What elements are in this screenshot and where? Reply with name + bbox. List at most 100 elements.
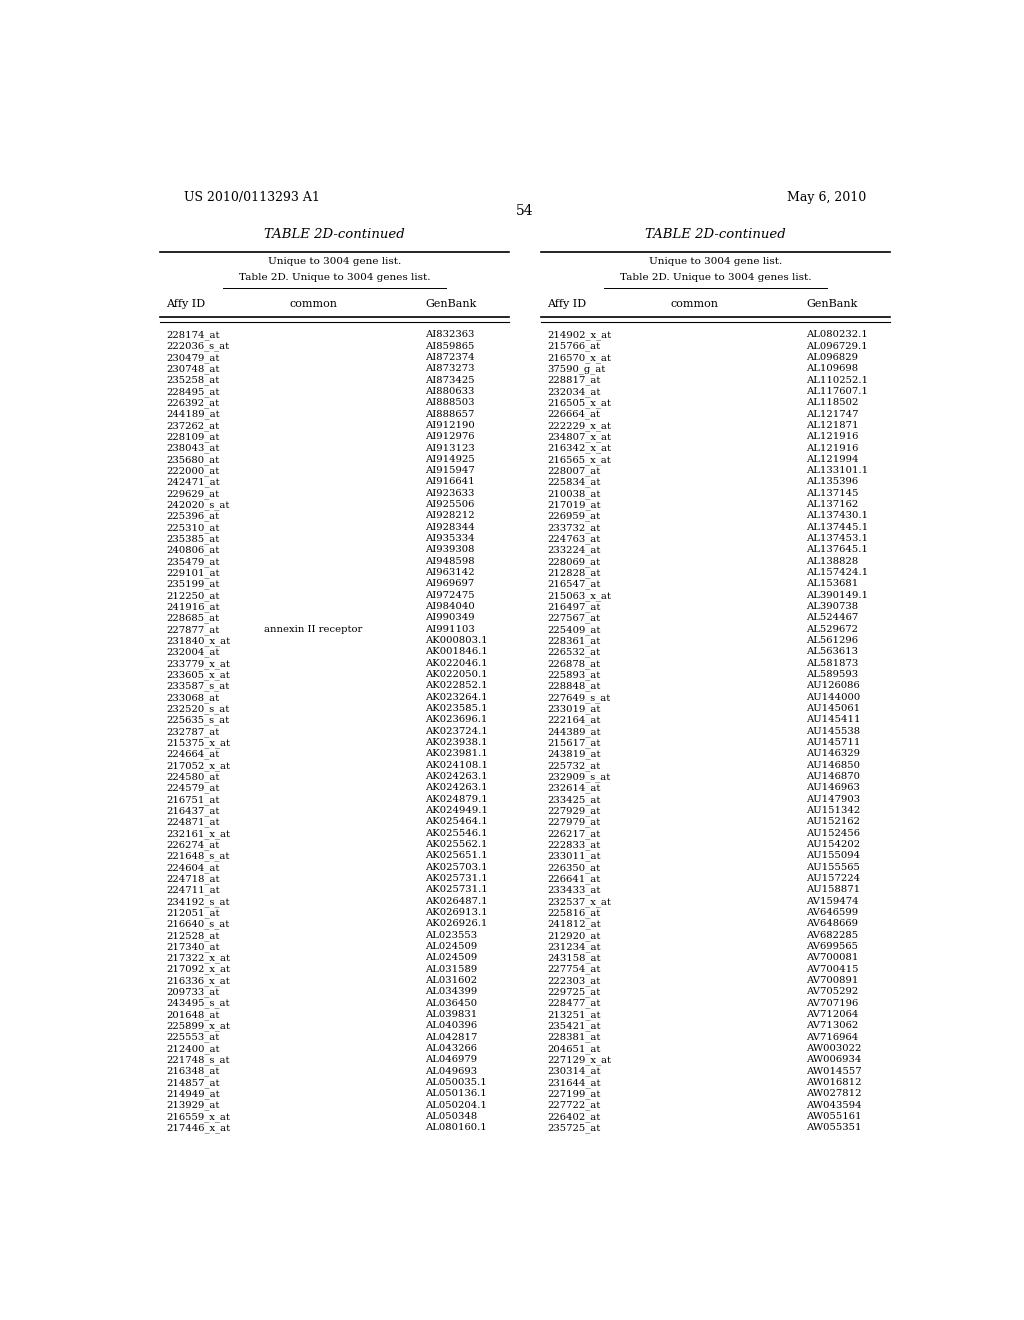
Text: 231840_x_at: 231840_x_at xyxy=(166,636,230,645)
Text: 233224_at: 233224_at xyxy=(547,545,600,556)
Text: AL589593: AL589593 xyxy=(806,671,858,680)
Text: AK000803.1: AK000803.1 xyxy=(425,636,487,645)
Text: 233425_at: 233425_at xyxy=(547,795,600,804)
Text: 235680_at: 235680_at xyxy=(166,455,219,465)
Text: 228174_at: 228174_at xyxy=(166,330,219,339)
Text: AK024879.1: AK024879.1 xyxy=(425,795,487,804)
Text: 222303_at: 222303_at xyxy=(547,977,600,986)
Text: common: common xyxy=(671,298,718,309)
Text: 216497_at: 216497_at xyxy=(547,602,600,612)
Text: 221648_s_at: 221648_s_at xyxy=(166,851,229,861)
Text: 232614_at: 232614_at xyxy=(547,784,600,793)
Text: AU126086: AU126086 xyxy=(806,681,860,690)
Text: AU144000: AU144000 xyxy=(806,693,860,702)
Text: AW014557: AW014557 xyxy=(806,1067,861,1076)
Text: AL137145: AL137145 xyxy=(806,488,858,498)
Text: 216547_at: 216547_at xyxy=(547,579,600,589)
Text: AL121871: AL121871 xyxy=(806,421,858,430)
Text: 225893_at: 225893_at xyxy=(547,671,600,680)
Text: AI915947: AI915947 xyxy=(425,466,475,475)
Text: 241812_at: 241812_at xyxy=(547,920,601,929)
Text: 227754_at: 227754_at xyxy=(547,965,600,974)
Text: 225899_x_at: 225899_x_at xyxy=(166,1022,230,1031)
Text: 216505_x_at: 216505_x_at xyxy=(547,399,611,408)
Text: AV716964: AV716964 xyxy=(806,1032,858,1041)
Text: AI913123: AI913123 xyxy=(425,444,475,453)
Text: 235385_at: 235385_at xyxy=(166,535,219,544)
Text: AL563613: AL563613 xyxy=(806,648,858,656)
Text: AL039831: AL039831 xyxy=(425,1010,477,1019)
Text: AK023938.1: AK023938.1 xyxy=(425,738,487,747)
Text: 216348_at: 216348_at xyxy=(166,1067,219,1077)
Text: AL529672: AL529672 xyxy=(806,624,858,634)
Text: AL024509: AL024509 xyxy=(425,953,477,962)
Text: 212828_at: 212828_at xyxy=(547,568,600,578)
Text: 217052_x_at: 217052_x_at xyxy=(166,760,230,771)
Text: AI928212: AI928212 xyxy=(425,511,475,520)
Text: AK026926.1: AK026926.1 xyxy=(425,920,487,928)
Text: AI991103: AI991103 xyxy=(425,624,475,634)
Text: AI880633: AI880633 xyxy=(425,387,474,396)
Text: 228685_at: 228685_at xyxy=(166,614,219,623)
Text: 237262_at: 237262_at xyxy=(166,421,219,430)
Text: TABLE 2D-continued: TABLE 2D-continued xyxy=(645,227,785,240)
Text: AI914925: AI914925 xyxy=(425,455,475,463)
Text: AU155565: AU155565 xyxy=(806,863,860,871)
Text: AL110252.1: AL110252.1 xyxy=(806,375,868,384)
Text: 215063_x_at: 215063_x_at xyxy=(547,591,611,601)
Text: 235725_at: 235725_at xyxy=(547,1123,600,1133)
Text: 230314_at: 230314_at xyxy=(547,1067,600,1077)
Text: 213929_at: 213929_at xyxy=(166,1101,219,1110)
Text: common: common xyxy=(290,298,337,309)
Text: AK025464.1: AK025464.1 xyxy=(425,817,487,826)
Text: 214902_x_at: 214902_x_at xyxy=(547,330,611,339)
Text: AU145711: AU145711 xyxy=(806,738,860,747)
Text: 226532_at: 226532_at xyxy=(547,648,600,657)
Text: 224604_at: 224604_at xyxy=(166,863,219,873)
Text: AU147903: AU147903 xyxy=(806,795,860,804)
Text: AI916641: AI916641 xyxy=(425,478,475,487)
Text: AI923633: AI923633 xyxy=(425,488,474,498)
Text: AL042817: AL042817 xyxy=(425,1032,477,1041)
Text: 212250_at: 212250_at xyxy=(166,591,219,601)
Text: AU155094: AU155094 xyxy=(806,851,860,861)
Text: AK023585.1: AK023585.1 xyxy=(425,704,487,713)
Text: AL390149.1: AL390149.1 xyxy=(806,591,868,599)
Text: AI984040: AI984040 xyxy=(425,602,475,611)
Text: 228817_at: 228817_at xyxy=(547,375,600,385)
Text: 225553_at: 225553_at xyxy=(166,1032,219,1043)
Text: AW055161: AW055161 xyxy=(806,1113,861,1121)
Text: AI832363: AI832363 xyxy=(425,330,474,339)
Text: 232004_at: 232004_at xyxy=(166,648,219,657)
Text: 228495_at: 228495_at xyxy=(166,387,219,396)
Text: 228007_at: 228007_at xyxy=(547,466,600,475)
Text: AU145538: AU145538 xyxy=(806,727,860,735)
Text: AL137645.1: AL137645.1 xyxy=(806,545,868,554)
Text: AV713062: AV713062 xyxy=(806,1022,858,1031)
Text: 222036_s_at: 222036_s_at xyxy=(166,342,229,351)
Text: AI939308: AI939308 xyxy=(425,545,474,554)
Text: AK025703.1: AK025703.1 xyxy=(425,863,487,871)
Text: AV705292: AV705292 xyxy=(806,987,858,997)
Text: 225409_at: 225409_at xyxy=(547,624,600,635)
Text: AK001846.1: AK001846.1 xyxy=(425,648,487,656)
Text: AI925506: AI925506 xyxy=(425,500,474,510)
Text: 216640_s_at: 216640_s_at xyxy=(166,920,229,929)
Text: 217019_at: 217019_at xyxy=(547,500,600,510)
Text: 212920_at: 212920_at xyxy=(547,931,600,941)
Text: AL023553: AL023553 xyxy=(425,931,477,940)
Text: 225396_at: 225396_at xyxy=(166,511,219,521)
Text: US 2010/0113293 A1: US 2010/0113293 A1 xyxy=(183,191,319,203)
Text: 222164_at: 222164_at xyxy=(547,715,600,725)
Text: annexin II receptor: annexin II receptor xyxy=(264,624,362,634)
Text: 217092_x_at: 217092_x_at xyxy=(166,965,230,974)
Text: AV646599: AV646599 xyxy=(806,908,858,917)
Text: AL133101.1: AL133101.1 xyxy=(806,466,868,475)
Text: 227199_at: 227199_at xyxy=(547,1089,600,1100)
Text: AK023264.1: AK023264.1 xyxy=(425,693,487,702)
Text: 234807_x_at: 234807_x_at xyxy=(547,432,611,442)
Text: AI873273: AI873273 xyxy=(425,364,474,374)
Text: AI873425: AI873425 xyxy=(425,375,475,384)
Text: AU145411: AU145411 xyxy=(806,715,860,725)
Text: AL137430.1: AL137430.1 xyxy=(806,511,868,520)
